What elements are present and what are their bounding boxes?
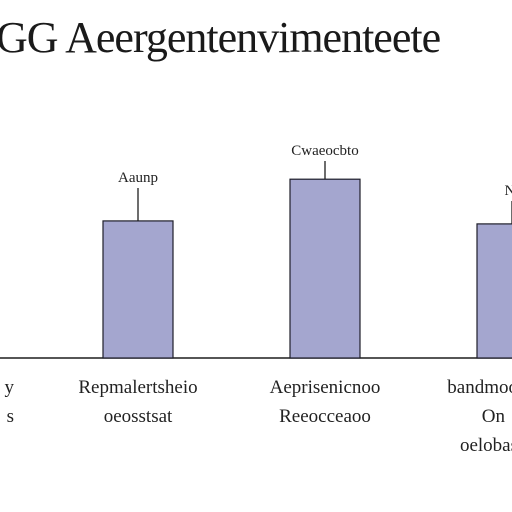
- x-tick-label-3-0: bandmoo: [447, 377, 512, 398]
- chart-marks: ys Aaunp Repmalertsheio oeosstsat Cwaeocbto A…: [5, 143, 512, 456]
- x-tick-label-1-0: Repmalertsheio: [78, 377, 197, 398]
- bar-2: [289, 178, 361, 359]
- annotation-label-3: Nl: [505, 183, 512, 199]
- x-tick-label-0-0: y: [5, 377, 15, 398]
- annotation-label-2: Cwaeocbto: [291, 143, 358, 159]
- annotation-label-1: Aaunp: [118, 170, 158, 186]
- x-tick-label-3-2: oelobas: [460, 435, 512, 456]
- bar-1: [102, 220, 174, 359]
- x-tick-label-3-1: On: [482, 406, 506, 427]
- x-tick-label-2-0: Aeprisenicnoo: [270, 377, 381, 398]
- chart-title: GG Aeergentenvimenteete: [0, 13, 440, 62]
- bar-3: [476, 223, 512, 359]
- x-tick-label-2-1: Reeocceaoo: [279, 406, 371, 427]
- x-tick-label-1-1: oeosstsat: [104, 406, 173, 427]
- x-tick-label-0-1: s: [7, 406, 14, 427]
